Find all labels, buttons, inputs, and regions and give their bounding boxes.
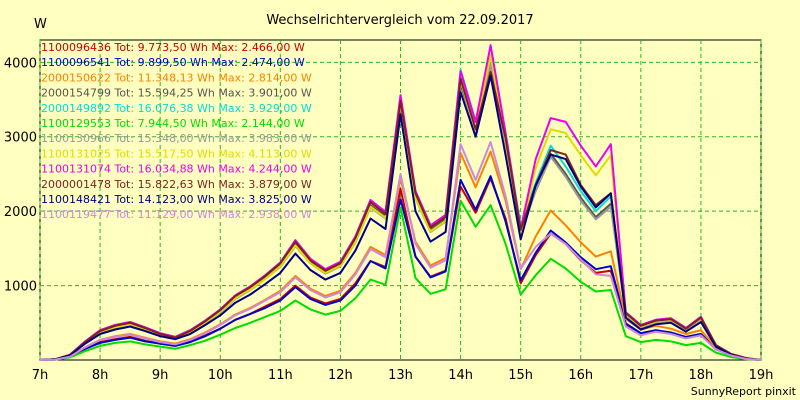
legend-item-2000149892: 2000149892 Tot: 16.076,38 Wh Max: 3.929,…	[41, 102, 312, 115]
legend-item-2000001478: 2000001478 Tot: 15.822,63 Wh Max: 3.879,…	[41, 178, 312, 191]
x-tick-label: 10h	[208, 368, 233, 383]
x-axis-ticks: 7h 8h 9h 10h 11h 12h 13h 14h 15h 16h 17h 18h 19h	[32, 368, 774, 383]
legend-item-2000154799: 2000154799 Tot: 15.594,25 Wh Max: 3.901,…	[41, 87, 312, 100]
legend-item-1100131025: 1100131025 Tot: 15.517,50 Wh Max: 4.113,…	[41, 147, 312, 160]
x-tick-label: 19h	[749, 368, 774, 383]
x-tick-label: 12h	[328, 368, 353, 383]
series-line-2000001478	[39, 71, 762, 361]
series-lines	[39, 44, 762, 361]
x-tick-label: 8h	[92, 368, 109, 383]
chart-title: Wechselrichtervergleich vom 22.09.2017	[266, 13, 533, 28]
x-tick-label: 9h	[152, 368, 169, 383]
x-tick-label: 18h	[689, 368, 714, 383]
x-tick-label: 14h	[448, 368, 473, 383]
legend-item-1100119477: 1100119477 Tot: 11.129,00 Wh Max: 2.938,…	[41, 208, 312, 221]
y-tick-label: 2000	[4, 205, 37, 220]
legend: 1100096436 Tot: 9.773,50 Wh Max: 2.466,0…	[41, 41, 312, 221]
y-tick-label: 1000	[4, 280, 37, 295]
credit-label: SunnyReport pinxit	[691, 385, 797, 398]
legend-item-1100096436: 1100096436 Tot: 9.773,50 Wh Max: 2.466,0…	[41, 41, 305, 54]
legend-item-1100096541: 1100096541 Tot: 9.899,50 Wh Max: 2.474,0…	[41, 56, 305, 69]
legend-item-1100130966: 1100130966 Tot: 15.348,00 Wh Max: 3.983,…	[41, 132, 312, 145]
x-tick-label: 15h	[508, 368, 533, 383]
x-tick-label: 13h	[388, 368, 413, 383]
legend-item-1100131074: 1100131074 Tot: 16.034,88 Wh Max: 4.244,…	[41, 163, 312, 176]
series-line-1100119477	[39, 141, 762, 361]
legend-item-1100129553: 1100129553 Tot: 7.944,50 Wh Max: 2.144,0…	[41, 117, 305, 130]
y-tick-label: 4000	[4, 56, 37, 71]
x-tick-label: 16h	[568, 368, 593, 383]
series-line-1100096541	[39, 175, 762, 361]
x-tick-label: 11h	[268, 368, 293, 383]
x-tick-label: 17h	[628, 368, 653, 383]
series-line-1100129553	[39, 199, 762, 361]
legend-item-2000150622: 2000150622 Tot: 11.348,13 Wh Max: 2.814,…	[41, 71, 312, 84]
y-axis-unit: W	[34, 17, 47, 32]
legend-item-1100148421: 1100148421 Tot: 14.123,00 Wh Max: 3.825,…	[41, 193, 312, 206]
y-tick-label: 3000	[4, 131, 37, 146]
y-axis-ticks: 1000 2000 3000 4000	[4, 56, 37, 294]
series-line-1100148421	[39, 74, 762, 361]
x-tick-label: 7h	[32, 368, 49, 383]
